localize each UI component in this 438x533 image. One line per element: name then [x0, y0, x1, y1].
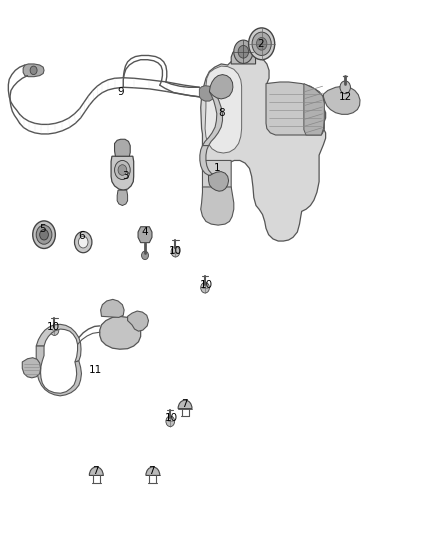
Polygon shape: [138, 227, 152, 243]
Polygon shape: [208, 172, 229, 191]
Text: 10: 10: [169, 246, 182, 256]
Circle shape: [33, 221, 55, 248]
Circle shape: [340, 81, 350, 94]
Circle shape: [78, 236, 88, 248]
Text: 7: 7: [148, 466, 155, 475]
Circle shape: [115, 160, 130, 180]
Polygon shape: [100, 317, 141, 349]
Circle shape: [141, 251, 148, 260]
Polygon shape: [200, 146, 215, 175]
Circle shape: [74, 231, 92, 253]
Circle shape: [36, 225, 52, 244]
Polygon shape: [36, 324, 81, 362]
Polygon shape: [111, 156, 134, 190]
Polygon shape: [201, 187, 234, 225]
Text: 7: 7: [92, 466, 98, 475]
Circle shape: [171, 246, 180, 257]
Circle shape: [252, 32, 271, 55]
Polygon shape: [117, 190, 127, 206]
Wedge shape: [89, 467, 103, 475]
Text: 9: 9: [118, 86, 124, 96]
Circle shape: [50, 325, 59, 335]
Text: 5: 5: [39, 224, 46, 235]
Text: 10: 10: [165, 413, 178, 423]
Polygon shape: [201, 55, 325, 241]
Circle shape: [40, 229, 48, 240]
Circle shape: [30, 66, 37, 75]
Polygon shape: [23, 64, 44, 77]
Polygon shape: [304, 84, 324, 135]
Text: 10: 10: [199, 280, 212, 290]
Circle shape: [238, 45, 249, 58]
Text: 4: 4: [142, 227, 148, 237]
Wedge shape: [178, 400, 192, 409]
Wedge shape: [146, 467, 160, 475]
Polygon shape: [323, 86, 360, 114]
Polygon shape: [266, 82, 324, 135]
Polygon shape: [199, 86, 215, 101]
Polygon shape: [22, 358, 41, 378]
Polygon shape: [115, 139, 130, 156]
Text: 6: 6: [78, 231, 85, 241]
Polygon shape: [231, 47, 255, 64]
Text: 3: 3: [122, 172, 129, 181]
Circle shape: [118, 165, 127, 175]
Polygon shape: [205, 66, 242, 153]
Text: 12: 12: [339, 92, 352, 102]
Circle shape: [249, 28, 275, 60]
Circle shape: [234, 40, 253, 63]
Circle shape: [256, 37, 267, 50]
Text: 8: 8: [218, 108, 225, 118]
Text: 10: 10: [47, 322, 60, 333]
Text: 2: 2: [257, 39, 264, 49]
Polygon shape: [202, 92, 223, 146]
Text: 1: 1: [213, 164, 220, 173]
Polygon shape: [209, 75, 233, 99]
Circle shape: [201, 282, 209, 293]
Polygon shape: [127, 311, 148, 331]
Polygon shape: [101, 300, 124, 317]
Circle shape: [166, 416, 175, 426]
Polygon shape: [202, 160, 231, 214]
Text: 7: 7: [181, 399, 187, 409]
Text: 11: 11: [88, 365, 102, 375]
Polygon shape: [36, 346, 81, 396]
